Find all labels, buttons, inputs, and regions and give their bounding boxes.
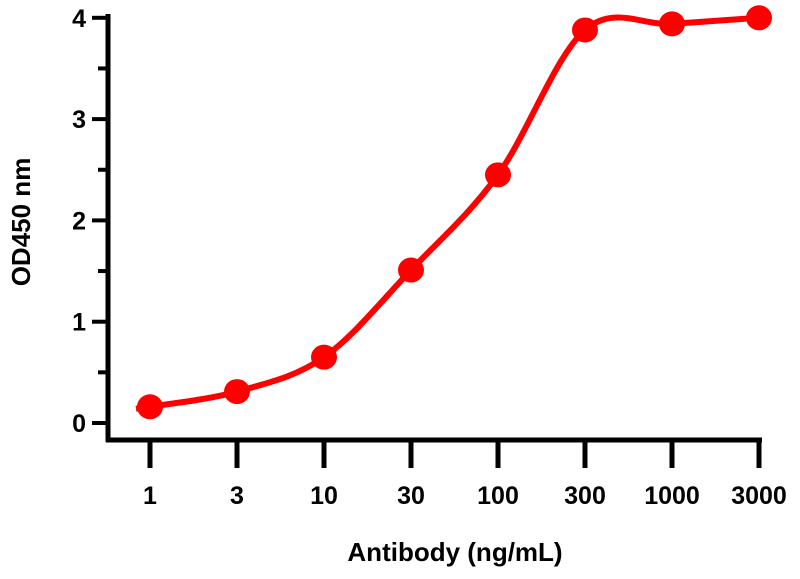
x-axis-title: Antibody (ng/mL): [347, 537, 562, 567]
y-tick-label: 3: [72, 106, 86, 134]
x-tick-label: 1: [143, 482, 157, 510]
data-points: [137, 5, 772, 420]
y-tick-label: 1: [72, 309, 86, 337]
data-point-300: [572, 17, 598, 43]
x-tick-label: 10: [310, 482, 338, 510]
x-tick-label: 300: [564, 482, 606, 510]
x-tick-label: 100: [477, 482, 519, 510]
y-tick-label: 0: [72, 410, 86, 438]
data-point-100: [485, 162, 511, 188]
data-point-3: [224, 379, 250, 405]
data-point-1: [137, 394, 163, 420]
data-point-10: [311, 344, 337, 370]
x-tick-label: 1000: [644, 482, 700, 510]
x-tick-label: 30: [397, 482, 425, 510]
x-tick-label: 3000: [731, 482, 787, 510]
fit-curve: [135, 14, 760, 412]
fit-curve-layer: [135, 14, 760, 412]
x-tick-label: 3: [230, 482, 244, 510]
axes: 0 1 2 3 4 1 3 10 30 100 300 1000 3000: [72, 5, 787, 510]
y-axis-title: OD450 nm: [6, 158, 36, 287]
data-point-3000: [746, 5, 772, 31]
y-tick-label: 2: [72, 207, 86, 235]
data-point-30: [398, 257, 424, 283]
y-tick-label: 4: [72, 5, 86, 33]
data-point-1000: [659, 11, 685, 37]
